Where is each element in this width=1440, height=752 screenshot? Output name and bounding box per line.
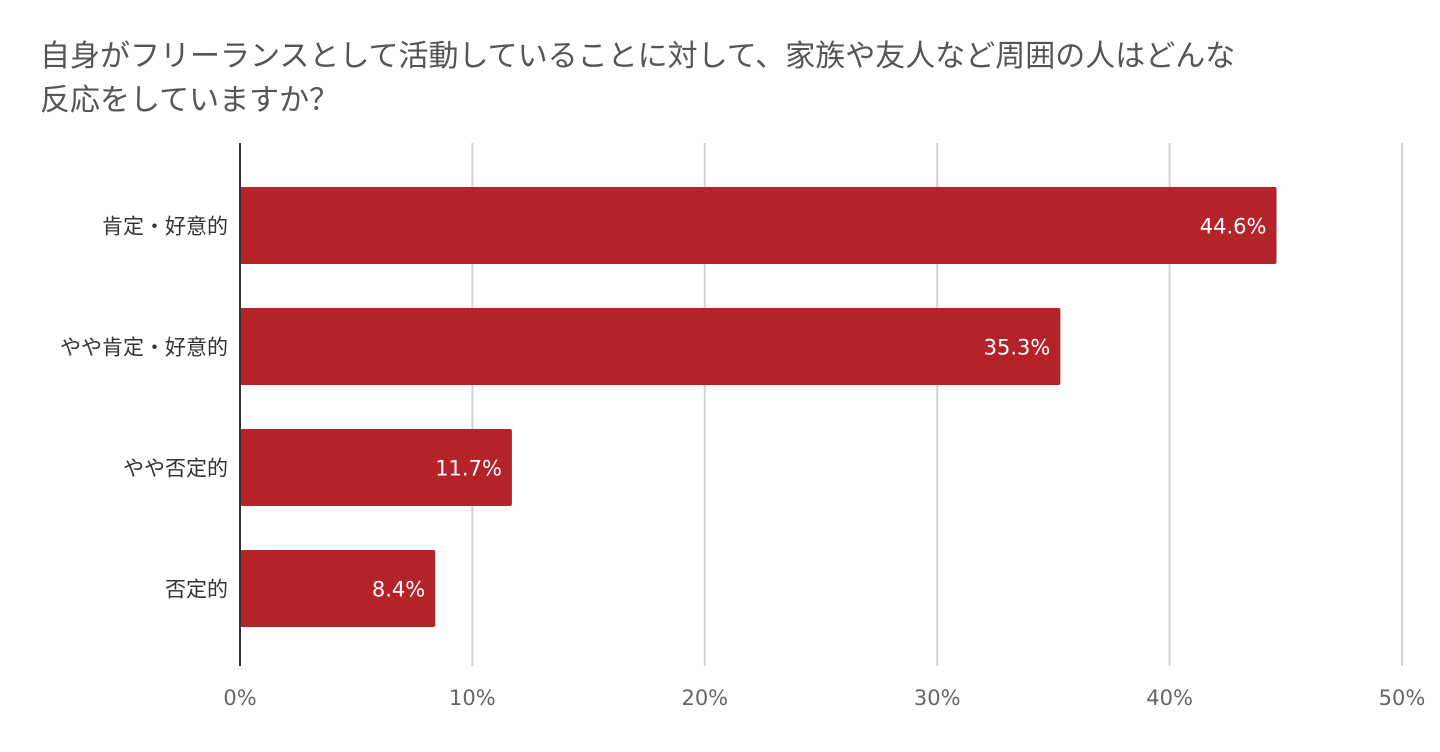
data-label: 8.4% (372, 578, 425, 602)
x-tick-label: 10% (449, 686, 496, 710)
x-tick-label: 40% (1146, 686, 1193, 710)
bar (240, 187, 1277, 264)
data-labels: 44.6% 35.3% 11.7% 8.4% (372, 215, 1267, 602)
chart-title-line-1: 自身がフリーランスとして活動していることに対して、家族や友人など周囲の人はどんな (40, 39, 1235, 74)
data-label: 35.3% (984, 336, 1051, 360)
x-tick-labels: 0% 10% 20% 30% 40% 50% (223, 686, 1425, 710)
x-tick-label: 30% (914, 686, 961, 710)
data-label: 44.6% (1200, 215, 1267, 239)
category-label: 肯定・好意的 (102, 215, 228, 239)
category-label: 否定的 (165, 578, 228, 602)
category-label: やや肯定・好意的 (60, 336, 228, 360)
x-tick-label: 20% (681, 686, 728, 710)
chart-title: 自身がフリーランスとして活動していることに対して、家族や友人など周囲の人はどんな… (40, 39, 1235, 118)
bars (240, 187, 1277, 627)
x-tick-label: 0% (223, 686, 256, 710)
x-tick-label: 50% (1379, 686, 1426, 710)
bar (240, 550, 436, 627)
bar (240, 429, 512, 506)
category-label: やや否定的 (123, 457, 228, 481)
data-label: 11.7% (435, 457, 502, 481)
bar (240, 308, 1061, 385)
chart-title-line-2: 反応をしていますか？ (40, 83, 339, 118)
